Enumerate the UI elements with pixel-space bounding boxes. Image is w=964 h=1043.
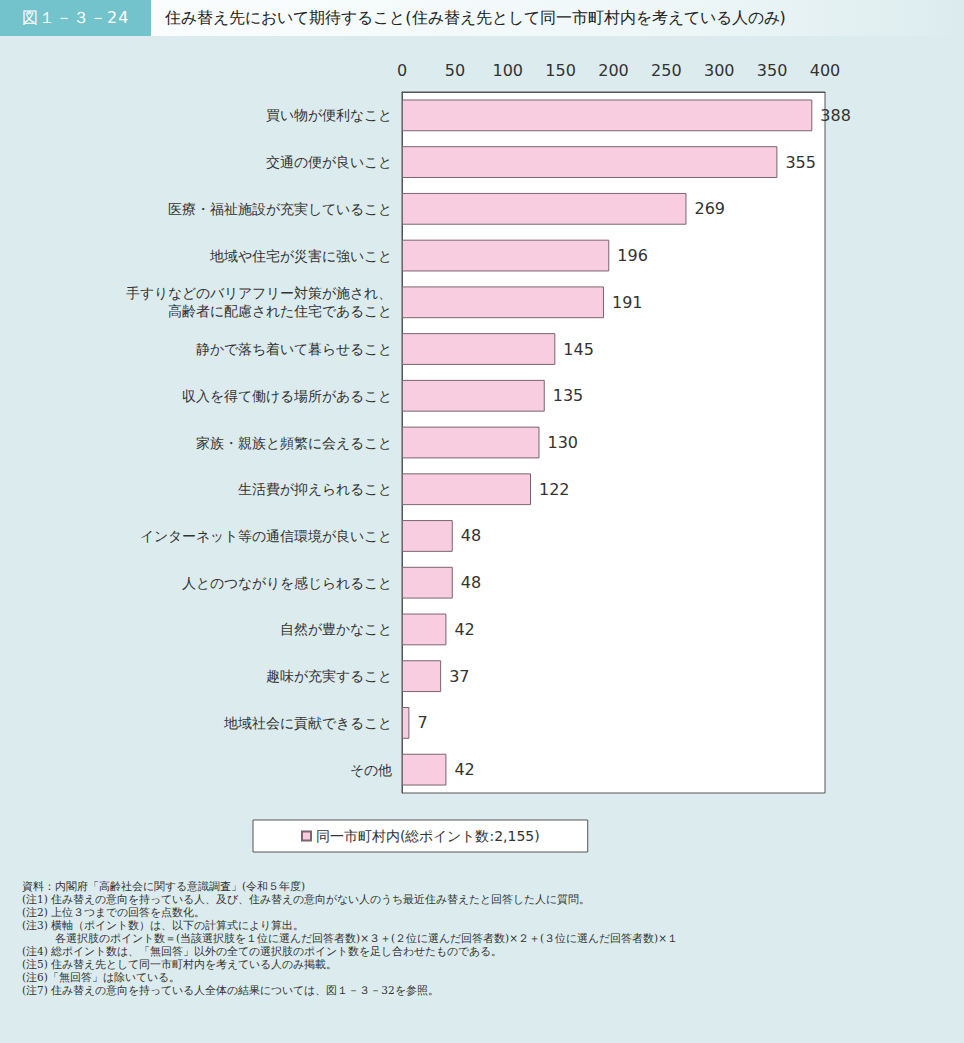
- svg-text:250: 250: [651, 61, 682, 80]
- svg-text:145: 145: [563, 340, 594, 359]
- svg-text:350: 350: [757, 61, 788, 80]
- html-text:(注5) 住み替え先として同一市町村内を考えている人のみ掲載: (注5) 住み替え先として同一市町村内を考えている人のみ掲載。: [22, 958, 338, 970]
- svg-text:医療・福祉施設が充実していること: 医療・福祉施設が充実していること: [168, 201, 392, 217]
- svg-text:388: 388: [820, 106, 851, 125]
- svg-text:50: 50: [445, 61, 465, 80]
- svg-text:48: 48: [461, 526, 481, 545]
- svg-text:150: 150: [545, 61, 576, 80]
- svg-text:人とのつながりを感じられること: 人とのつながりを感じられること: [182, 575, 392, 591]
- svg-text:0: 0: [397, 61, 407, 80]
- svg-text:高齢者に配慮された住宅であること: 高齢者に配慮された住宅であること: [168, 303, 392, 319]
- svg-text:42: 42: [454, 760, 474, 779]
- svg-text:地域社会に貢献できること: 地域社会に貢献できること: [223, 715, 392, 731]
- svg-text:100: 100: [492, 61, 523, 80]
- svg-text:400: 400: [810, 61, 841, 80]
- svg-text:趣味が充実すること: 趣味が充実すること: [266, 668, 392, 684]
- svg-text:300: 300: [704, 61, 735, 80]
- svg-text:地域や住宅が災害に強いこと: 地域や住宅が災害に強いこと: [209, 248, 392, 264]
- svg-text:交通の便が良いこと: 交通の便が良いこと: [266, 154, 392, 170]
- html-text:(注7) 住み替えの意向を持っている人全体の結果については、: (注7) 住み替えの意向を持っている人全体の結果については、図１－３－32を参照…: [22, 984, 439, 996]
- html-text:住み替え先において期待すること(住み替え先として同一市町村内: 住み替え先において期待すること(住み替え先として同一市町村内を考えている人のみ): [165, 7, 786, 27]
- html-text:各選択肢のポイント数＝(当該選択肢を１位に選んだ回答者数)×: 各選択肢のポイント数＝(当該選択肢を１位に選んだ回答者数)×３＋(２位に選んだ回…: [22, 932, 678, 944]
- html-text:(注4) 総ポイント数は、「無回答」以外の全ての選択肢のポイ: (注4) 総ポイント数は、「無回答」以外の全ての選択肢のポイント数を足し合わせた…: [22, 945, 503, 957]
- svg-text:200: 200: [598, 61, 629, 80]
- svg-text:48: 48: [461, 573, 481, 592]
- svg-text:42: 42: [454, 620, 474, 639]
- svg-text:その他: その他: [350, 762, 392, 778]
- svg-text:自然が豊かなこと: 自然が豊かなこと: [280, 621, 392, 637]
- svg-text:269: 269: [694, 199, 725, 218]
- svg-text:122: 122: [539, 480, 570, 499]
- svg-text:手すりなどのバリアフリー対策が施され、: 手すりなどのバリアフリー対策が施され、: [126, 285, 392, 301]
- svg-text:135: 135: [553, 386, 584, 405]
- svg-text:7: 7: [417, 713, 427, 732]
- svg-text:家族・親族と頻繁に会えること: 家族・親族と頻繁に会えること: [196, 435, 392, 451]
- svg-text:収入を得て働ける場所があること: 収入を得て働ける場所があること: [182, 388, 392, 404]
- svg-text:インターネット等の通信環境が良いこと: インターネット等の通信環境が良いこと: [140, 528, 392, 544]
- html-text:(注1) 住み替えの意向を持っている人、及び、住み替えの意向: (注1) 住み替えの意向を持っている人、及び、住み替えの意向がない人のうち最近住…: [22, 893, 591, 905]
- svg-text:196: 196: [617, 246, 648, 265]
- svg-text:静かで落ち着いて暮らせること: 静かで落ち着いて暮らせること: [196, 341, 392, 357]
- svg-text:37: 37: [449, 667, 469, 686]
- svg-text:同一市町村内(総ポイント数:2,155): 同一市町村内(総ポイント数:2,155): [316, 828, 540, 844]
- html-text:(注6)「無回答」は除いている。: (注6)「無回答」は除いている。: [22, 971, 180, 983]
- svg-text:355: 355: [785, 153, 816, 172]
- html-text:(注3) 横軸（ポイント数）は、以下の計算式により算出。: (注3) 横軸（ポイント数）は、以下の計算式により算出。: [22, 919, 305, 931]
- html-text:(注2) 上位３つまでの回答を点数化。: (注2) 上位３つまでの回答を点数化。: [22, 906, 206, 918]
- svg-text:191: 191: [612, 293, 643, 312]
- svg-text:生活費が抑えられること: 生活費が抑えられること: [238, 481, 392, 497]
- svg-text:130: 130: [547, 433, 578, 452]
- html-text:資料：内閣府「高齢社会に関する意識調査」(令和５年度): 資料：内閣府「高齢社会に関する意識調査」(令和５年度): [22, 880, 306, 892]
- html-text:図１－３－24: 図１－３－24: [22, 8, 130, 27]
- svg-text:買い物が便利なこと: 買い物が便利なこと: [266, 107, 392, 123]
